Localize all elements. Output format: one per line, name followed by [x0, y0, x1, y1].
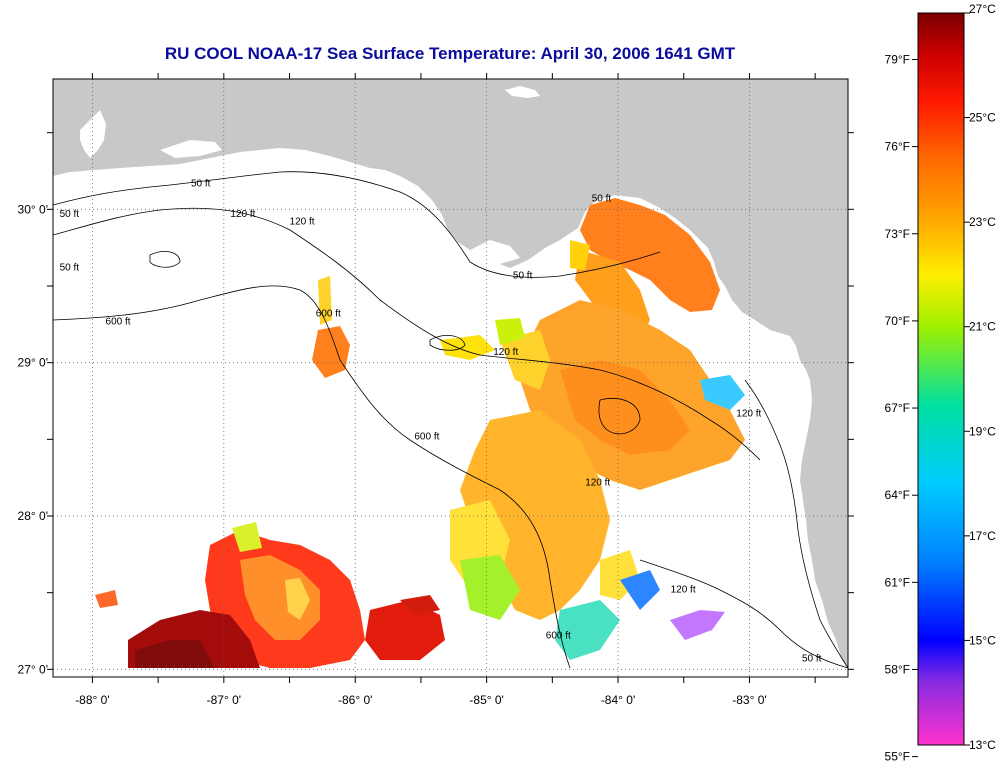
isobath-small-loop-3	[149, 251, 181, 268]
isobath-label: 600 ft	[546, 631, 571, 642]
isobath-label: 50 ft	[592, 194, 612, 205]
lon-tick-label: -83° 0'	[732, 693, 766, 707]
isobath-small-loop-2	[429, 335, 466, 351]
isobath-label: 50 ft	[513, 270, 533, 281]
fahrenheit-label: 76°F	[885, 140, 910, 154]
fahrenheit-label: 58°F	[885, 662, 910, 676]
lat-tick-label: 30° 0'	[18, 202, 48, 216]
celsius-label: 27°C	[969, 2, 996, 16]
isobath-contours	[53, 171, 848, 669]
celsius-label: 19°C	[969, 424, 996, 438]
isobath-label: 120 ft	[736, 408, 761, 419]
celsius-label: 17°C	[969, 529, 996, 543]
map-frame	[52, 78, 849, 678]
celsius-label: 13°C	[969, 738, 996, 752]
isobath-label: 600 ft	[414, 431, 439, 442]
map-title: RU COOL NOAA-17 Sea Surface Temperature:…	[164, 44, 736, 63]
fahrenheit-label: 64°F	[885, 488, 910, 502]
lon-tick-label: -85° 0'	[469, 693, 503, 707]
lat-tick-label: 29° 0'	[18, 356, 48, 370]
isobath-label: 600 ft	[106, 316, 131, 327]
colorbar-labels: 27°C 25°C 23°C 21°C 19°C 17°C 15°C 13°C 79°F 76°F…	[885, 2, 997, 761]
isobath-labels: 50 ft 120 ft 50 ft 50 ft 600 ft 120 ft 600 ft 5…	[60, 178, 822, 664]
celsius-label: 21°C	[969, 320, 996, 334]
isobath-label: 120 ft	[671, 585, 696, 596]
isobath-small-loop	[598, 398, 641, 435]
fahrenheit-label: 67°F	[885, 401, 910, 415]
axis-tick-labels: -88° 0' -87° 0' -86° 0' -85° 0' -84° 0' -83° …	[18, 202, 767, 707]
fahrenheit-label: 70°F	[885, 314, 910, 328]
celsius-label: 15°C	[969, 633, 996, 647]
isobath-600ft	[53, 285, 571, 669]
land-panhandle	[53, 79, 848, 668]
lon-tick-label: -86° 0'	[338, 693, 372, 707]
fahrenheit-label: 79°F	[885, 52, 910, 66]
celsius-label: 23°C	[969, 215, 996, 229]
fahrenheit-label: 61°F	[885, 575, 910, 589]
axis-ticks	[47, 73, 854, 683]
mobile-bay-detail	[80, 110, 106, 158]
isobath-50ft	[53, 171, 661, 278]
lat-lon-grid	[53, 79, 848, 677]
isobath-label: 600 ft	[316, 309, 341, 320]
lat-tick-label: 28° 0'	[18, 509, 48, 523]
isobath-label: 50 ft	[60, 263, 80, 274]
sst-data-layer	[95, 198, 745, 668]
fahrenheit-label: 73°F	[885, 227, 910, 241]
lon-tick-label: -84° 0'	[601, 693, 635, 707]
colorbar-scale	[917, 12, 965, 746]
isobath-label: 50 ft	[191, 178, 211, 189]
isobath-50ft-east	[744, 379, 848, 669]
isobath-120ft-south	[639, 559, 848, 669]
apalachicola-bay	[470, 240, 520, 264]
lat-tick-label: 27° 0'	[18, 662, 48, 676]
celsius-label: 25°C	[969, 111, 996, 125]
fahrenheit-label: 55°F	[885, 750, 910, 761]
isobath-label: 120 ft	[585, 477, 610, 488]
isobath-label: 120 ft	[230, 209, 255, 220]
lake-detail	[505, 86, 540, 98]
lon-tick-label: -88° 0'	[75, 693, 109, 707]
isobath-label: 120 ft	[290, 217, 315, 228]
isobath-label: 50 ft	[60, 209, 80, 220]
isobath-120ft	[53, 207, 761, 461]
isobath-label: 120 ft	[493, 347, 518, 358]
colorbar: 27°C 25°C 23°C 21°C 19°C 17°C 15°C 13°C 79°F 76°F…	[885, 2, 997, 761]
lon-tick-label: -87° 0'	[207, 693, 241, 707]
isobath-label: 50 ft	[802, 654, 822, 665]
bay-inlet	[160, 140, 222, 158]
